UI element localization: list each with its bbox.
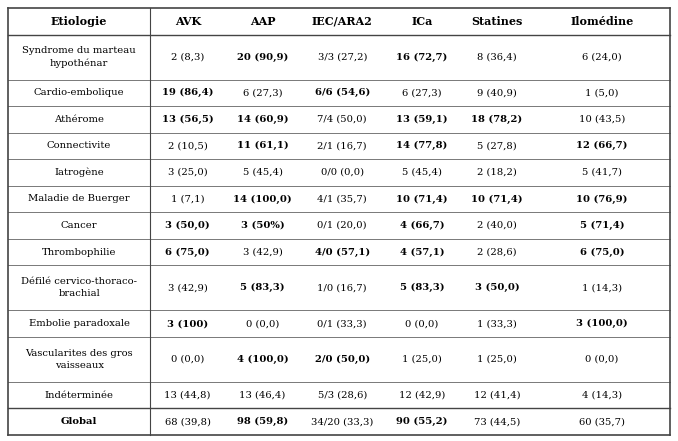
- Text: 3 (50,0): 3 (50,0): [475, 283, 519, 292]
- Text: 5 (71,4): 5 (71,4): [580, 221, 624, 230]
- Text: 3 (100): 3 (100): [167, 319, 208, 328]
- Text: 1 (33,3): 1 (33,3): [477, 319, 517, 328]
- Text: 10 (43,5): 10 (43,5): [579, 115, 625, 124]
- Text: 9 (40,9): 9 (40,9): [477, 88, 517, 97]
- Text: 12 (66,7): 12 (66,7): [576, 142, 628, 150]
- Text: 3 (25,0): 3 (25,0): [168, 168, 207, 177]
- Text: 0 (0,0): 0 (0,0): [171, 355, 205, 364]
- Text: 90 (55,2): 90 (55,2): [397, 417, 448, 426]
- Text: 2 (28,6): 2 (28,6): [477, 247, 517, 257]
- Text: Global: Global: [61, 417, 98, 426]
- Text: 2 (10,5): 2 (10,5): [167, 142, 207, 150]
- Text: 98 (59,8): 98 (59,8): [237, 417, 288, 426]
- Text: 1 (5,0): 1 (5,0): [585, 88, 619, 97]
- Text: 2/1 (16,7): 2/1 (16,7): [317, 142, 367, 150]
- Text: 3 (42,9): 3 (42,9): [167, 283, 207, 292]
- Text: 0/0 (0,0): 0/0 (0,0): [321, 168, 364, 177]
- Text: 13 (59,1): 13 (59,1): [396, 115, 448, 124]
- Text: 13 (56,5): 13 (56,5): [162, 115, 214, 124]
- Text: Cancer: Cancer: [61, 221, 98, 230]
- Text: 34/20 (33,3): 34/20 (33,3): [311, 417, 374, 426]
- Text: 1 (7,1): 1 (7,1): [171, 194, 205, 203]
- Text: Ilomédine: Ilomédine: [570, 16, 634, 27]
- Text: 60 (35,7): 60 (35,7): [579, 417, 625, 426]
- Text: 5 (41,7): 5 (41,7): [582, 168, 622, 177]
- Text: 10 (71,4): 10 (71,4): [471, 194, 523, 204]
- Text: 5/3 (28,6): 5/3 (28,6): [317, 391, 367, 400]
- Text: 13 (44,8): 13 (44,8): [165, 391, 211, 400]
- Text: 2 (8,3): 2 (8,3): [171, 52, 205, 62]
- Text: 1/0 (16,7): 1/0 (16,7): [317, 283, 367, 292]
- Text: Statines: Statines: [471, 16, 523, 27]
- Text: 1 (25,0): 1 (25,0): [477, 355, 517, 364]
- Text: AVK: AVK: [175, 16, 201, 27]
- Text: 6 (75,0): 6 (75,0): [165, 247, 210, 257]
- Text: 4/1 (35,7): 4/1 (35,7): [317, 194, 367, 203]
- Text: 5 (27,8): 5 (27,8): [477, 142, 517, 150]
- Text: 20 (90,9): 20 (90,9): [237, 52, 288, 62]
- Text: 8 (36,4): 8 (36,4): [477, 52, 517, 62]
- Text: 19 (86,4): 19 (86,4): [162, 88, 214, 97]
- Text: 0/1 (20,0): 0/1 (20,0): [317, 221, 367, 230]
- Text: 14 (77,8): 14 (77,8): [397, 142, 447, 150]
- Text: 1 (14,3): 1 (14,3): [582, 283, 622, 292]
- Text: 0/1 (33,3): 0/1 (33,3): [317, 319, 367, 328]
- Text: AAP: AAP: [250, 16, 275, 27]
- Text: 6 (27,3): 6 (27,3): [402, 88, 442, 97]
- Text: 14 (100,0): 14 (100,0): [233, 194, 292, 204]
- Text: 5 (45,4): 5 (45,4): [243, 168, 283, 177]
- Text: 3 (100,0): 3 (100,0): [576, 319, 628, 328]
- Text: 6/6 (54,6): 6/6 (54,6): [315, 88, 370, 97]
- Text: 18 (78,2): 18 (78,2): [471, 115, 523, 124]
- Text: 4 (100,0): 4 (100,0): [237, 355, 288, 364]
- Text: 4 (66,7): 4 (66,7): [400, 221, 444, 230]
- Text: IEC/ARA2: IEC/ARA2: [312, 16, 373, 27]
- Text: Athérome: Athérome: [54, 115, 104, 124]
- Text: Maladie de Buerger: Maladie de Buerger: [28, 194, 130, 203]
- Text: 16 (72,7): 16 (72,7): [397, 52, 447, 62]
- Text: 2 (18,2): 2 (18,2): [477, 168, 517, 177]
- Text: 5 (83,3): 5 (83,3): [400, 283, 444, 292]
- Text: 10 (76,9): 10 (76,9): [576, 194, 628, 204]
- Text: Indéterminée: Indéterminée: [45, 391, 114, 400]
- Text: 2 (40,0): 2 (40,0): [477, 221, 517, 230]
- Text: Défilé cervico-thoraco-
brachial: Défilé cervico-thoraco- brachial: [21, 277, 137, 298]
- Text: 5 (45,4): 5 (45,4): [402, 168, 442, 177]
- Text: 4 (57,1): 4 (57,1): [400, 247, 444, 257]
- Text: 11 (61,1): 11 (61,1): [237, 142, 288, 150]
- Text: 3 (50,0): 3 (50,0): [165, 221, 210, 230]
- Text: 10 (71,4): 10 (71,4): [396, 194, 448, 204]
- Text: 0 (0,0): 0 (0,0): [586, 355, 619, 364]
- Text: 4 (14,3): 4 (14,3): [582, 391, 622, 400]
- Text: 0 (0,0): 0 (0,0): [405, 319, 439, 328]
- Text: 1 (25,0): 1 (25,0): [402, 355, 442, 364]
- Text: 12 (42,9): 12 (42,9): [399, 391, 445, 400]
- Text: 0 (0,0): 0 (0,0): [246, 319, 279, 328]
- Text: 13 (46,4): 13 (46,4): [239, 391, 285, 400]
- Text: 4/0 (57,1): 4/0 (57,1): [315, 247, 370, 257]
- Text: 7/4 (50,0): 7/4 (50,0): [317, 115, 367, 124]
- Text: 3/3 (27,2): 3/3 (27,2): [317, 52, 367, 62]
- Text: 3 (50%): 3 (50%): [241, 221, 284, 230]
- Text: 12 (41,4): 12 (41,4): [473, 391, 520, 400]
- Text: Connectivite: Connectivite: [47, 142, 111, 150]
- Text: Syndrome du marteau
hypothénar: Syndrome du marteau hypothénar: [22, 46, 136, 68]
- Text: 14 (60,9): 14 (60,9): [237, 115, 288, 124]
- Text: Thrombophilie: Thrombophilie: [42, 247, 117, 257]
- Text: 2/0 (50,0): 2/0 (50,0): [315, 355, 370, 364]
- Text: Embolie paradoxale: Embolie paradoxale: [28, 319, 129, 328]
- Text: 6 (27,3): 6 (27,3): [243, 88, 282, 97]
- Text: 6 (24,0): 6 (24,0): [582, 52, 622, 62]
- Text: 3 (42,9): 3 (42,9): [243, 247, 283, 257]
- Text: Etiologie: Etiologie: [51, 16, 107, 27]
- Text: 68 (39,8): 68 (39,8): [165, 417, 211, 426]
- Text: Iatrogène: Iatrogène: [54, 168, 104, 177]
- Text: 73 (44,5): 73 (44,5): [474, 417, 520, 426]
- Text: ICa: ICa: [412, 16, 433, 27]
- Text: Vascularites des gros
vaisseaux: Vascularites des gros vaisseaux: [25, 349, 133, 370]
- Text: 5 (83,3): 5 (83,3): [240, 283, 285, 292]
- Text: Cardio-embolique: Cardio-embolique: [34, 88, 125, 97]
- Text: 6 (75,0): 6 (75,0): [580, 247, 624, 257]
